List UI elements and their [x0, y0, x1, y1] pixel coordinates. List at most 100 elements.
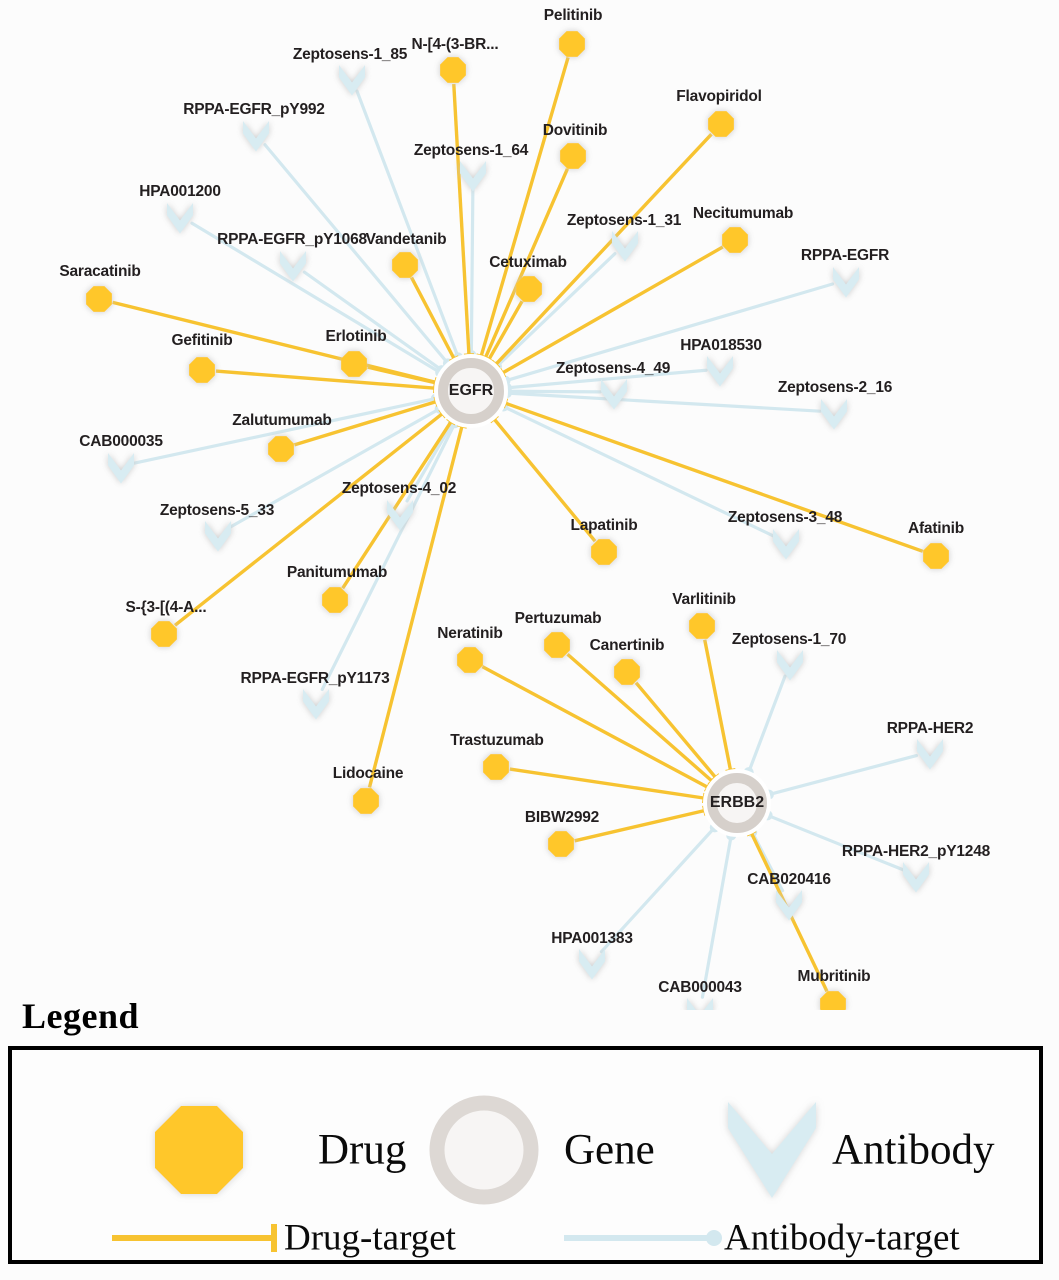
drug-node-label: Lidocaine: [332, 765, 404, 782]
legend-antibody-target-edge: [564, 1230, 722, 1246]
gene-node-label: EGFR: [448, 382, 494, 399]
antibody-node[interactable]: [917, 739, 943, 770]
legend-label-antibody-target: Antibody-target: [724, 1217, 960, 1259]
antibody-node-label: CAB020416: [747, 871, 831, 888]
antibody-node[interactable]: [108, 453, 134, 484]
antibody-node[interactable]: [833, 267, 859, 298]
drug-node[interactable]: [516, 276, 542, 302]
drug-node[interactable]: [559, 31, 585, 57]
antibody-node-label: HPA001200: [139, 183, 221, 200]
drug-node[interactable]: [923, 543, 949, 569]
gene-node-label: ERBB2: [709, 794, 765, 811]
drug-node[interactable]: [151, 621, 177, 647]
drug-node-label: Canertinib: [589, 637, 665, 654]
antibody-node[interactable]: [387, 500, 413, 531]
gene-node-egfr[interactable]: [434, 354, 508, 428]
drug-node-label: N-[4-(3-BR...: [411, 36, 499, 53]
drug-node[interactable]: [483, 754, 509, 780]
antibody-node[interactable]: [773, 529, 799, 560]
drug-node[interactable]: [268, 436, 294, 462]
antibody-node[interactable]: [707, 356, 733, 387]
drug-node[interactable]: [457, 647, 483, 673]
antibody-node[interactable]: [903, 862, 929, 893]
drug-node-label: Gefitinib: [171, 332, 233, 349]
drug-node-label: Erlotinib: [325, 328, 387, 345]
antibody-node[interactable]: [303, 689, 329, 720]
nodes-layer: [86, 31, 949, 1010]
antibody-node-label: Zeptosens-5_33: [159, 502, 275, 519]
antibody-node[interactable]: [243, 121, 269, 152]
antibody-node-label: Zeptosens-1_70: [731, 631, 847, 648]
antibody-node[interactable]: [205, 521, 231, 552]
antibody-node-label: RPPA-EGFR_pY1173: [240, 670, 390, 687]
drug-node[interactable]: [548, 831, 574, 857]
antibody-node[interactable]: [579, 949, 605, 980]
drug-node-label: Flavopiridol: [676, 88, 762, 105]
legend-drug-icon: [155, 1106, 243, 1194]
drug-node[interactable]: [560, 143, 586, 169]
antibody-node-label: Zeptosens-3_48: [727, 509, 843, 526]
antibody-node[interactable]: [612, 231, 638, 262]
antibody-node[interactable]: [167, 203, 193, 234]
antibody-node-label: Zeptosens-4_49: [555, 360, 671, 377]
antibody-node[interactable]: [601, 379, 627, 410]
antibody-node-label: RPPA-HER2_pY1248: [841, 843, 991, 860]
drug-node-label: Panitumumab: [286, 564, 388, 581]
drug-node-label: Dovitinib: [542, 122, 608, 139]
antibody-node-label: RPPA-HER2: [886, 720, 974, 737]
antibody-node[interactable]: [460, 161, 486, 192]
drug-node[interactable]: [591, 539, 617, 565]
drug-node-label: Lapatinib: [570, 517, 638, 534]
drug-node[interactable]: [440, 57, 466, 83]
drug-node[interactable]: [322, 587, 348, 613]
antibody-node[interactable]: [776, 890, 802, 921]
antibody-node-label: Zeptosens-1_31: [566, 212, 682, 229]
antibody-node-label: RPPA-EGFR_pY1068: [217, 231, 367, 248]
antibody-node-label: Zeptosens-1_85: [292, 46, 408, 63]
drug-node-label: Afatinib: [907, 520, 965, 537]
antibody-node[interactable]: [339, 65, 365, 96]
drug-node[interactable]: [341, 351, 367, 377]
legend-gene-icon: [429, 1095, 539, 1205]
antibody-node-label: Zeptosens-1_64: [413, 142, 529, 159]
drug-node-label: Cetuximab: [489, 254, 567, 271]
drug-node[interactable]: [820, 991, 846, 1010]
drug-node-label: Vandetanib: [365, 231, 447, 248]
drug-node[interactable]: [189, 357, 215, 383]
drug-node[interactable]: [708, 111, 734, 137]
antibody-node-label: CAB000035: [79, 433, 163, 450]
antibody-node-label: RPPA-EGFR_pY992: [183, 101, 325, 118]
network-graph: [86, 31, 949, 1010]
drug-node[interactable]: [544, 632, 570, 658]
edges-layer: [112, 56, 924, 999]
antibody-node[interactable]: [777, 650, 803, 681]
drug-node[interactable]: [722, 227, 748, 253]
legend-title: Legend: [22, 996, 140, 1036]
drug-node-label: Saracatinib: [59, 263, 141, 280]
gene-node-erbb2[interactable]: [703, 769, 771, 837]
antibody-node-label: RPPA-EGFR: [800, 247, 890, 264]
legend-label-drug-target: Drug-target: [284, 1217, 456, 1259]
legend-label-drug: Drug: [318, 1126, 407, 1174]
legend-antibody-icon: [728, 1102, 816, 1198]
drug-node-label: BIBW2992: [524, 809, 600, 826]
drug-node-label: S-{3-[(4-A...: [125, 599, 207, 616]
drug-node-label: Mubritinib: [797, 968, 871, 985]
drug-node[interactable]: [353, 788, 379, 814]
antibody-node-label: HPA018530: [680, 337, 762, 354]
drug-node[interactable]: [689, 613, 715, 639]
drug-node-label: Zalutumumab: [232, 412, 332, 429]
antibody-node[interactable]: [821, 399, 847, 430]
drug-node[interactable]: [614, 659, 640, 685]
antibody-node-label: Zeptosens-2_16: [777, 379, 893, 396]
drug-node-label: Pertuzumab: [514, 610, 602, 627]
drug-node[interactable]: [86, 286, 112, 312]
antibody-node[interactable]: [687, 998, 713, 1010]
antibody-node-label: CAB000043: [658, 979, 742, 996]
antibody-node[interactable]: [280, 251, 306, 282]
drug-node-label: Trastuzumab: [450, 732, 544, 749]
legend-box: Drug Gene Antibody Drug-target Antibody-…: [8, 1046, 1043, 1264]
drug-node[interactable]: [392, 252, 418, 278]
drug-node-label: Pelitinib: [543, 7, 603, 24]
